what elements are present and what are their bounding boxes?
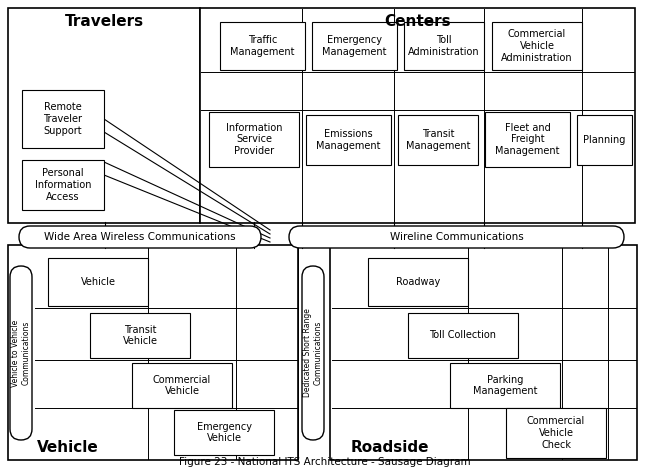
Bar xyxy=(485,112,570,167)
Text: Dedicated Short Range
Communications: Dedicated Short Range Communications xyxy=(304,309,322,398)
Text: Remote
Traveler
Support: Remote Traveler Support xyxy=(44,102,83,136)
Bar xyxy=(368,258,468,306)
Bar xyxy=(22,90,104,148)
Bar xyxy=(577,115,632,165)
Text: Centers: Centers xyxy=(384,15,451,30)
Bar xyxy=(209,112,299,167)
Text: Transit
Management: Transit Management xyxy=(406,129,470,151)
Text: Vehicle: Vehicle xyxy=(81,277,116,287)
Text: Toll
Administration: Toll Administration xyxy=(408,35,480,57)
Text: Emergency
Vehicle: Emergency Vehicle xyxy=(196,422,252,443)
Bar xyxy=(90,313,190,358)
Text: Personal
Information
Access: Personal Information Access xyxy=(34,169,91,202)
FancyBboxPatch shape xyxy=(19,226,261,248)
Text: Figure 23 - National ITS Architecture - Sausage Diagram: Figure 23 - National ITS Architecture - … xyxy=(179,457,471,467)
Text: Wide Area Wireless Communications: Wide Area Wireless Communications xyxy=(44,232,236,242)
Text: Toll Collection: Toll Collection xyxy=(430,331,497,341)
Bar xyxy=(220,22,305,70)
Text: Travelers: Travelers xyxy=(64,15,144,30)
Bar xyxy=(450,363,560,408)
Text: Emergency
Management: Emergency Management xyxy=(322,35,387,57)
Text: Vehicle: Vehicle xyxy=(37,440,99,455)
Text: Emissions
Management: Emissions Management xyxy=(317,129,381,151)
Bar xyxy=(506,408,606,458)
Bar xyxy=(306,115,391,165)
Text: Roadway: Roadway xyxy=(396,277,440,287)
Bar xyxy=(132,363,232,408)
FancyBboxPatch shape xyxy=(289,226,624,248)
Bar xyxy=(398,115,478,165)
Text: Roadside: Roadside xyxy=(351,440,429,455)
Bar xyxy=(8,245,298,460)
Text: Wireline Communications: Wireline Communications xyxy=(389,232,523,242)
Text: Vehicle to Vehicle
Communications: Vehicle to Vehicle Communications xyxy=(11,319,31,387)
Bar xyxy=(8,8,200,223)
Bar xyxy=(174,410,274,455)
Text: Parking
Management: Parking Management xyxy=(473,375,538,396)
Text: Traffic
Management: Traffic Management xyxy=(230,35,294,57)
Text: Transit
Vehicle: Transit Vehicle xyxy=(122,325,157,346)
Bar xyxy=(408,313,518,358)
Bar xyxy=(330,245,637,460)
Text: Information
Service
Provider: Information Service Provider xyxy=(226,123,282,156)
Bar xyxy=(492,22,582,70)
FancyBboxPatch shape xyxy=(302,266,324,440)
Text: Commercial
Vehicle
Administration: Commercial Vehicle Administration xyxy=(501,29,573,63)
Text: Planning: Planning xyxy=(583,135,626,145)
Bar xyxy=(200,8,635,223)
Bar xyxy=(22,160,104,210)
Bar xyxy=(48,258,148,306)
Text: Fleet and
Freight
Management: Fleet and Freight Management xyxy=(495,123,560,156)
Bar xyxy=(404,22,484,70)
FancyBboxPatch shape xyxy=(10,266,32,440)
Text: Commercial
Vehicle
Check: Commercial Vehicle Check xyxy=(527,416,585,450)
Bar xyxy=(312,22,397,70)
Text: Commercial
Vehicle: Commercial Vehicle xyxy=(153,375,211,396)
